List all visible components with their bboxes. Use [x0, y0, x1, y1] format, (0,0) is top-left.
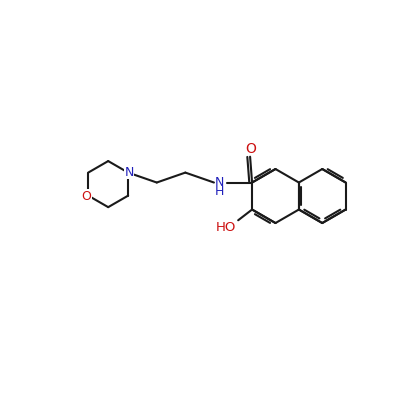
Text: O: O: [245, 142, 256, 156]
Text: HO: HO: [215, 221, 236, 234]
Text: O: O: [81, 190, 91, 202]
Text: N: N: [215, 176, 224, 189]
Text: H: H: [215, 185, 224, 198]
Text: N: N: [124, 166, 134, 179]
